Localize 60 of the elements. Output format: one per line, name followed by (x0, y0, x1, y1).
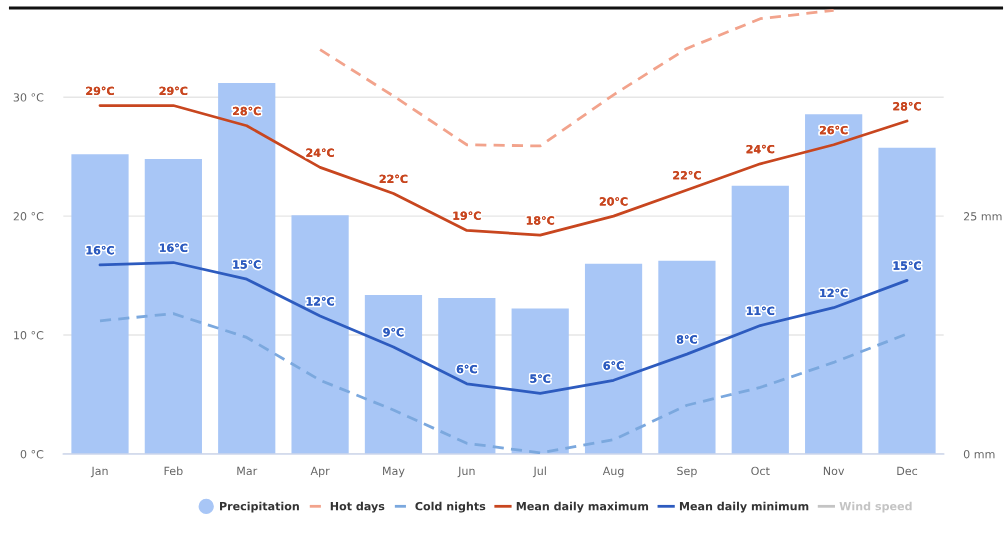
data-label: 11°C (746, 306, 775, 316)
bar (658, 260, 716, 454)
data-label: 28°C (233, 106, 261, 116)
bar (878, 147, 936, 454)
data-label: 19°C (453, 211, 481, 220)
x-tick-label: Oct (751, 466, 770, 476)
data-label: 15°C (233, 260, 261, 269)
x-tick-label: Jul (532, 466, 546, 478)
bar (364, 295, 423, 454)
x-tick-label: Jan (90, 466, 108, 478)
y-tick-label: 0 °C (20, 449, 44, 459)
x-tick-label: Nov (823, 466, 845, 476)
data-label: 16°C (86, 245, 114, 255)
data-label: 18°C (526, 216, 555, 225)
data-label: 26°C (819, 125, 848, 135)
data-label: 29°C (159, 86, 188, 96)
data-label: 28°C (893, 102, 921, 111)
data-label: 24°C (746, 144, 775, 154)
legend-label: Hot days (330, 501, 385, 513)
bar (291, 215, 349, 454)
x-tick-label: Jun (457, 466, 475, 478)
bar (144, 159, 202, 454)
bar (71, 154, 129, 454)
data-label: 20°C (599, 197, 628, 206)
y-tick-label: 20 °C (13, 212, 44, 221)
data-label: 6°C (603, 361, 624, 370)
x-tick-label: Feb (164, 466, 183, 476)
data-label: 9°C (383, 327, 404, 337)
x-tick-label: May (383, 466, 405, 478)
x-tick-label: Dec (897, 466, 918, 476)
bar (511, 308, 569, 454)
legend-label: Cold nights (415, 501, 486, 513)
legend-label: Mean daily maximum (516, 501, 649, 513)
x-tick-label: Sep (677, 466, 697, 478)
bar (218, 82, 276, 454)
legend-label: Mean daily minimum (679, 501, 809, 513)
data-label: 12°C (306, 297, 334, 306)
data-label: 15°C (893, 261, 921, 270)
x-tick-label: Aug (602, 466, 624, 478)
bar (584, 263, 643, 454)
data-label: 5°C (530, 374, 551, 383)
legend-label: Precipitation (220, 501, 299, 513)
y-tick-label: 10 °C (14, 331, 44, 340)
data-label: 6°C (456, 364, 477, 374)
y2-tick-label: 0 mm (963, 449, 995, 459)
data-label: 22°C (379, 174, 408, 184)
data-label: 8°C (676, 335, 697, 344)
data-label: 29°C (86, 86, 114, 96)
data-label: 22°C (673, 171, 701, 180)
data-label: 12°C (820, 288, 848, 298)
y-tick-label: 30 °C (13, 93, 44, 102)
y2-tick-label: 25 mm (963, 212, 1002, 221)
bar (731, 185, 789, 454)
legend-label: Wind speed (839, 501, 912, 513)
data-label: 16°C (160, 243, 188, 253)
x-tick-label: Mar (237, 466, 258, 476)
data-label: 24°C (306, 148, 334, 157)
x-tick-label: Apr (310, 466, 330, 478)
bar (438, 297, 496, 454)
bar (805, 114, 863, 454)
